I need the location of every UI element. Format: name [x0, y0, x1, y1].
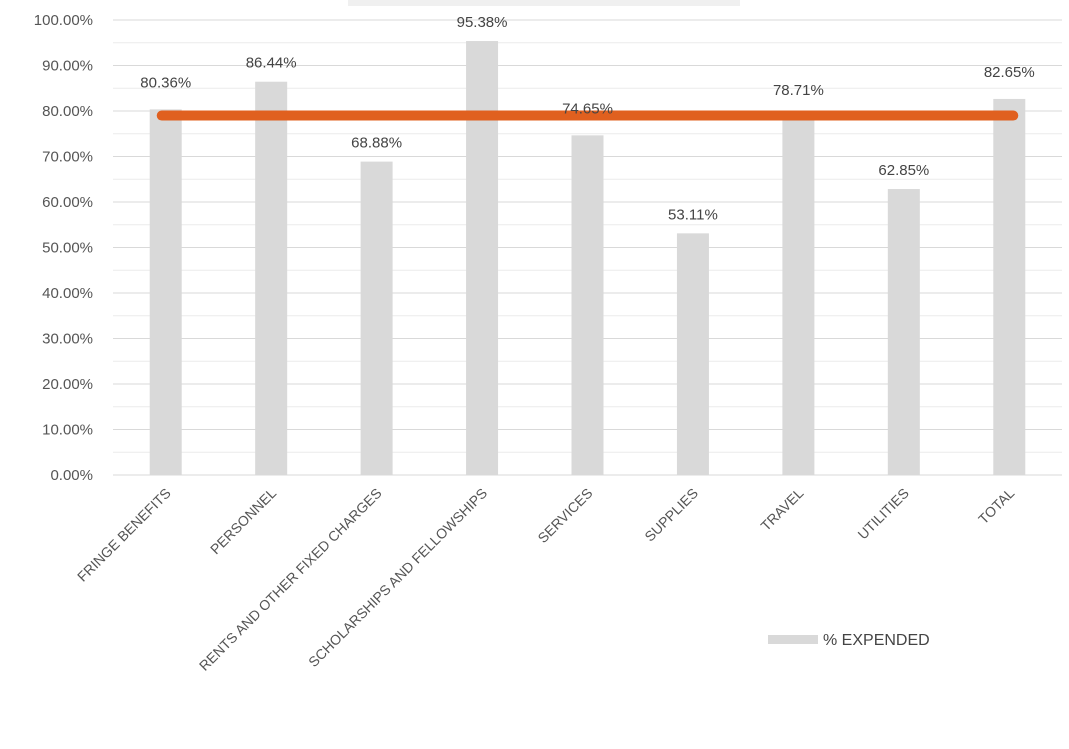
x-category-label: SUPPLIES	[641, 485, 701, 545]
legend-swatch	[768, 635, 818, 644]
bar	[993, 98, 1026, 475]
y-tick-label: 40.00%	[42, 285, 93, 302]
data-label: 78.71%	[773, 82, 824, 99]
y-tick-label: 80.00%	[42, 103, 93, 120]
chart-title-placeholder	[348, 0, 740, 6]
data-label: 82.65%	[984, 64, 1035, 81]
legend: % EXPENDED	[768, 632, 930, 649]
x-category-label: TRAVEL	[757, 485, 806, 534]
x-category-label: UTILITIES	[854, 485, 912, 543]
y-tick-label: 60.00%	[42, 194, 93, 211]
x-category-label: TOTAL	[975, 485, 1017, 527]
y-tick-label: 70.00%	[42, 149, 93, 166]
legend-label: % EXPENDED	[823, 632, 930, 649]
x-category-label: SCHOLARSHIPS AND FELLOWSHIPS	[305, 485, 490, 670]
x-category-label: RENTS AND OTHER FIXED CHARGES	[196, 485, 385, 674]
bar	[782, 116, 815, 475]
bar	[887, 189, 920, 475]
bar	[466, 41, 499, 476]
y-tick-label: 30.00%	[42, 331, 93, 348]
data-label: 95.38%	[457, 14, 508, 31]
bar	[360, 161, 393, 475]
y-axis-tick-labels: 0.00% 10.00% 20.00% 30.00% 40.00% 50.00% 60.00…	[34, 12, 93, 484]
x-category-label: SERVICES	[534, 485, 595, 546]
bar	[149, 109, 182, 475]
bar	[571, 135, 604, 475]
bar	[676, 233, 709, 475]
y-tick-label: 20.00%	[42, 376, 93, 393]
bar	[255, 81, 288, 475]
data-label: 86.44%	[246, 55, 297, 72]
data-label: 68.88%	[351, 135, 402, 152]
y-tick-label: 10.00%	[42, 422, 93, 439]
y-tick-label: 100.00%	[34, 12, 93, 29]
data-label: 80.36%	[140, 74, 191, 91]
y-tick-label: 90.00%	[42, 58, 93, 75]
bar-series	[149, 41, 1026, 476]
x-category-label: FRINGE BENEFITS	[74, 485, 174, 585]
data-label: 53.11%	[668, 206, 718, 223]
data-labels: 80.36% 86.44% 68.88% 95.38% 74.65% 53.11% 78.7…	[140, 14, 1034, 223]
data-label: 74.65%	[562, 100, 613, 117]
x-category-label: PERSONNEL	[207, 485, 280, 558]
data-label: 62.85%	[878, 162, 929, 179]
y-tick-label: 0.00%	[50, 467, 93, 484]
y-tick-label: 50.00%	[42, 240, 93, 257]
